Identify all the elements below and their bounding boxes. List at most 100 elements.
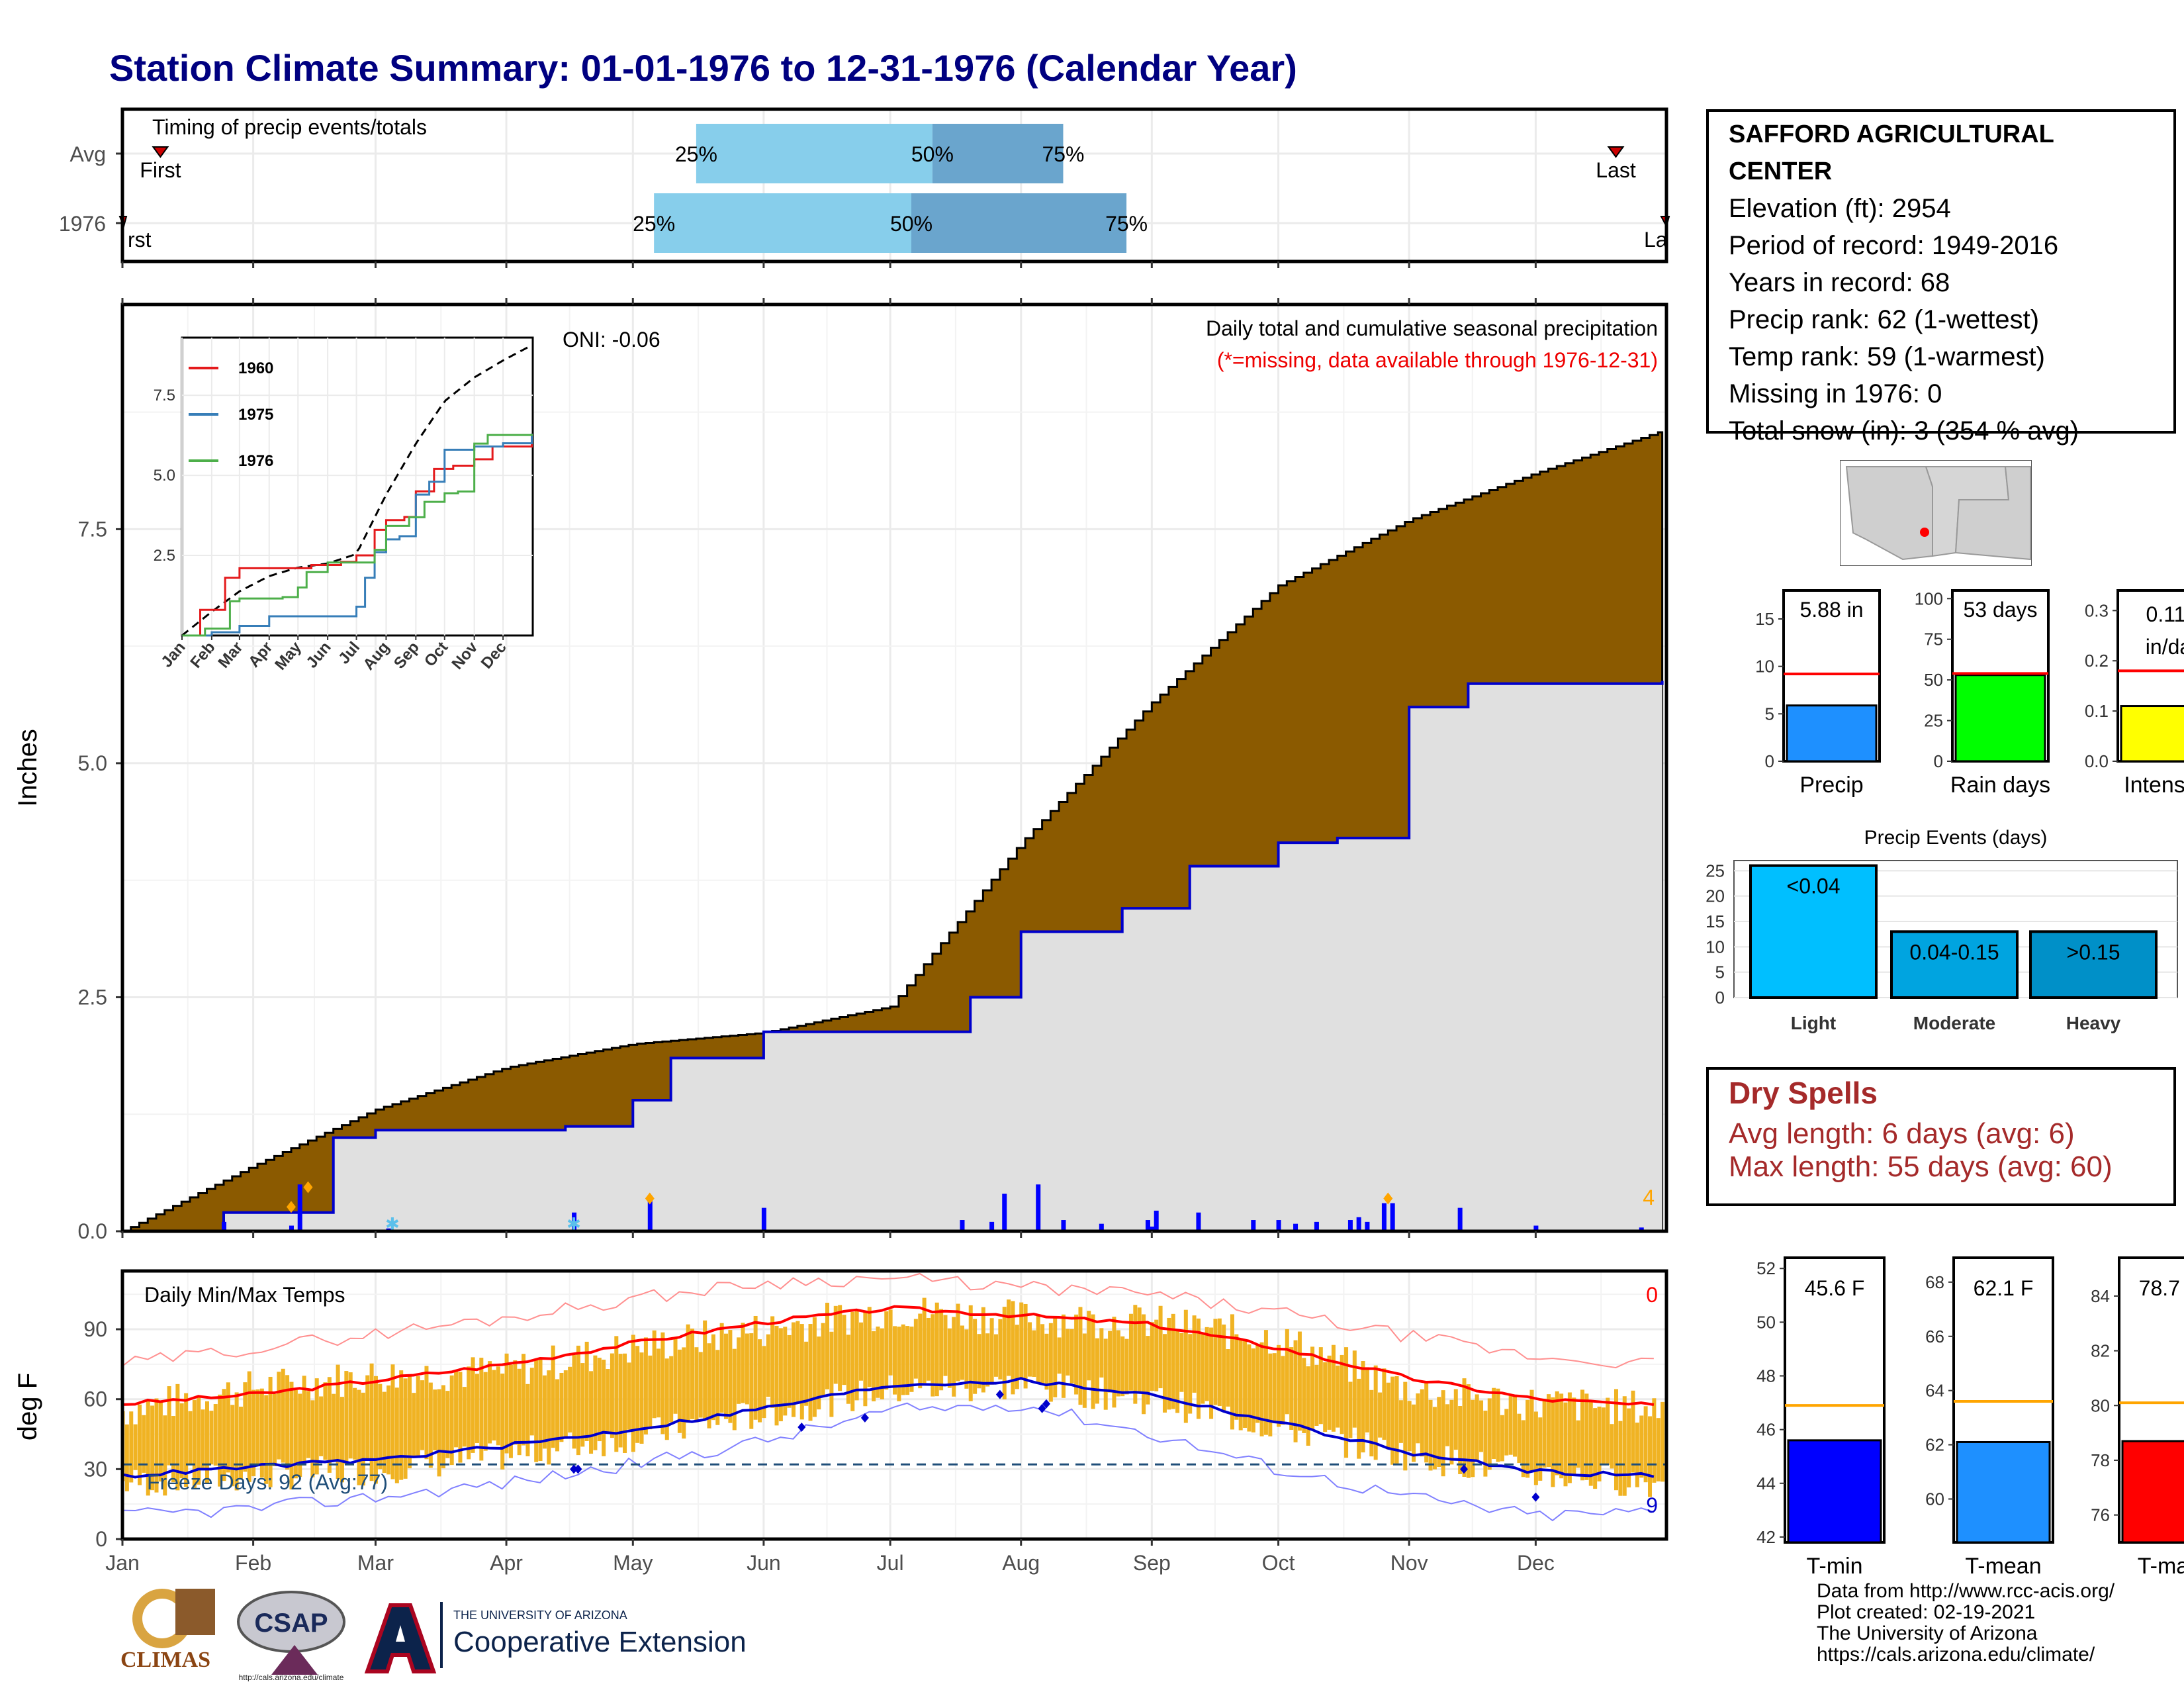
- daily-temp-range-bar: [1445, 1404, 1450, 1446]
- daily-temp-range-bar: [711, 1334, 715, 1421]
- daily-temp-range-bar: [572, 1355, 576, 1449]
- daily-temp-range-bar: [1533, 1411, 1538, 1485]
- daily-temp-range-bar: [973, 1319, 978, 1394]
- daily-temp-range-bar: [1517, 1413, 1522, 1464]
- daily-precip-bar: [1002, 1194, 1007, 1231]
- ua-a-logo: [361, 1599, 440, 1678]
- daily-temp-range-bar: [808, 1324, 813, 1421]
- period-of-record: Period of record: 1949-2016: [1729, 231, 2059, 260]
- mini-bar-tick-label: 15: [1755, 609, 1774, 629]
- daily-temp-range-bar: [1622, 1396, 1627, 1496]
- timing-last-label: Last: [1596, 158, 1636, 182]
- temp-bars: 42 44 46 48 50 52 45.6 F T-min 60 62 64 66 68 62.1 F T…: [1756, 1256, 2184, 1579]
- daily-temp-range-bar: [154, 1398, 159, 1493]
- daily-temp-range-bar: [1551, 1397, 1555, 1487]
- total-snow: Total snow (in): 3 (354 % avg): [1729, 416, 2079, 445]
- daily-temp-range-bar: [234, 1392, 239, 1491]
- month-label: Oct: [1262, 1551, 1295, 1575]
- daily-temp-range-bar: [365, 1375, 370, 1459]
- temp-bar-tick-label: 44: [1756, 1474, 1776, 1493]
- daily-temp-range-bar: [534, 1360, 539, 1462]
- daily-temp-range-bar: [1361, 1361, 1365, 1453]
- temp-bar-tick-label: 48: [1756, 1366, 1776, 1385]
- daily-temp-range-bar: [660, 1332, 665, 1434]
- daily-precip-bar: [1390, 1203, 1395, 1231]
- daily-temp-range-bar: [918, 1313, 923, 1389]
- daily-temp-range-bar: [1196, 1318, 1201, 1419]
- daily-temp-range-bar: [913, 1319, 918, 1379]
- daily-temp-range-bar: [471, 1357, 475, 1453]
- daily-temp-range-bar: [1234, 1334, 1239, 1420]
- daily-temp-range-bar: [758, 1339, 762, 1423]
- daily-temp-range-bar: [277, 1372, 281, 1460]
- timing-pct-label: 75%: [1105, 212, 1148, 236]
- daily-temp-range-bar: [614, 1336, 619, 1452]
- daily-temp-range-bar: [1277, 1344, 1281, 1427]
- daily-temp-range-bar: [842, 1315, 846, 1385]
- inset-frame: [181, 336, 534, 637]
- daily-temp-range-bar: [1306, 1366, 1310, 1446]
- month-label: Feb: [235, 1551, 271, 1575]
- daily-temp-range-bar: [1091, 1314, 1095, 1409]
- precip-panel-subtitle: (*=missing, data available through 1976-…: [1217, 348, 1658, 372]
- daily-temp-range-bar: [787, 1335, 792, 1408]
- daily-temp-range-bar: [222, 1389, 226, 1481]
- daily-temp-range-bar: [513, 1360, 518, 1445]
- daily-temp-range-bar: [593, 1355, 598, 1450]
- daily-temp-range-bar: [238, 1406, 243, 1480]
- daily-temp-range-bar: [1310, 1346, 1315, 1430]
- temp-y-tick-label: 0: [95, 1527, 107, 1551]
- main-title: Station Climate Summary: 01-01-1976 to 1…: [109, 47, 1297, 89]
- timing-first-label: First: [140, 158, 181, 182]
- daily-temp-range-bar: [766, 1334, 770, 1397]
- mini-bar-rain-days: [1954, 674, 2046, 763]
- record-low-marker: [1531, 1492, 1540, 1502]
- daily-precip-bar: [1154, 1210, 1159, 1231]
- daily-temp-range-bar: [880, 1328, 884, 1399]
- daily-precip-bar: [1381, 1203, 1387, 1231]
- daily-temp-range-bar: [1412, 1404, 1416, 1462]
- daily-temp-range-bar: [387, 1385, 391, 1475]
- csap-logo-text: CSAP: [254, 1609, 328, 1638]
- daily-temp-range-bar: [968, 1305, 973, 1401]
- timing-title: Timing of precip events/totals: [152, 115, 427, 139]
- record-low-marker: [1038, 1403, 1046, 1413]
- timing-last-label-1976: La: [1644, 228, 1668, 252]
- daily-temp-range-bar: [1074, 1314, 1079, 1395]
- daily-temp-range-bar: [981, 1307, 985, 1393]
- daily-temp-range-bar: [884, 1311, 889, 1390]
- mini-bar-tick-label: 0: [1765, 751, 1774, 771]
- daily-temp-range-bar: [251, 1389, 256, 1477]
- temp-bar-tick-label: 60: [1925, 1489, 1944, 1509]
- daily-temp-range-bar: [1158, 1305, 1163, 1389]
- daily-temp-range-bar: [1146, 1336, 1150, 1405]
- daily-temp-range-bar: [1272, 1353, 1277, 1424]
- inset-y-tick-label: 7.5: [154, 387, 175, 404]
- state-new-mexico: [1954, 466, 2031, 561]
- daily-temp-range-bar: [1521, 1420, 1525, 1477]
- timing-pct-label: 25%: [675, 142, 717, 166]
- daily-temp-range-bar: [1167, 1317, 1171, 1410]
- daily-temp-range-bar: [1201, 1335, 1205, 1404]
- precip-events-chart: 0 5 10 15 20 25 <0.04 Light 0.04-0.15 Moderate >0.…: [1706, 827, 2178, 1033]
- daily-temp-range-bar: [247, 1371, 251, 1482]
- avg-max-line: [122, 1305, 1655, 1406]
- precip-rank: Precip rank: 62 (1-wettest): [1729, 305, 2040, 334]
- daily-temp-range-bar: [1297, 1331, 1302, 1431]
- record-low-marker: [570, 1464, 578, 1474]
- daily-temp-range-bar: [1648, 1416, 1653, 1497]
- daily-temp-range-bar: [631, 1335, 635, 1452]
- daily-temp-range-bar: [184, 1393, 189, 1487]
- temp-bar-label: T-max: [2138, 1554, 2184, 1579]
- daily-temp-range-bar: [897, 1327, 901, 1401]
- credit-line-data: Data from http://www.rcc-acis.org/: [1817, 1580, 2115, 1602]
- daily-temp-range-bar: [833, 1305, 838, 1384]
- daily-temp-range-bar: [542, 1375, 547, 1449]
- daily-temp-range-bar: [580, 1363, 585, 1447]
- daily-temp-range-bar: [1420, 1389, 1424, 1457]
- daily-temp-range-bar: [1593, 1408, 1598, 1489]
- daily-temp-range-bar: [1255, 1344, 1260, 1423]
- mini-bar-tick-label: 75: [1924, 630, 1943, 649]
- daily-temp-range-bar: [872, 1331, 876, 1401]
- daily-temp-range-bar: [1226, 1349, 1230, 1407]
